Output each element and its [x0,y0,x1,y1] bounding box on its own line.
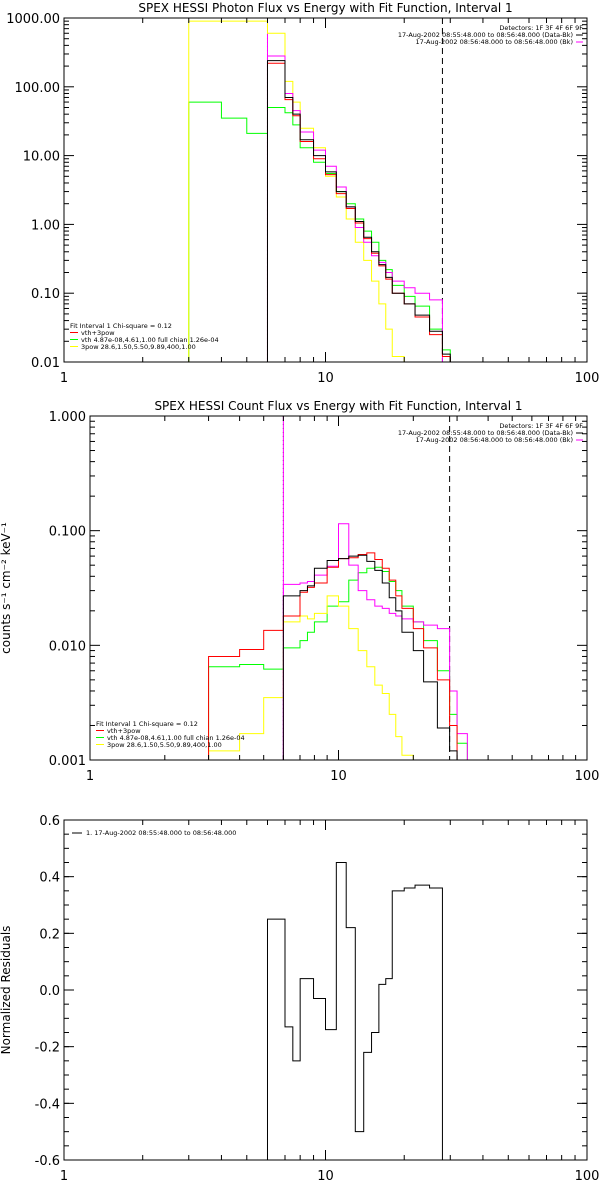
x-tick-label: 1 [60,371,68,386]
y-tick-label: 0.010 [49,639,86,654]
x-tick-label: 1 [60,1169,68,1184]
y-tick-label: -0.6 [35,1154,60,1169]
fit-legend: Fit Interval 1 Chi-square = 0.12vth+3pow… [70,322,219,351]
plot-area [266,862,443,1160]
residuals-legend: 1. 17-Aug-2002 08:55:48.000 to 08:56:48.… [72,829,236,837]
y-tick-label: 0.4 [39,871,60,886]
y-tick-label: 0.100 [49,525,86,540]
series-3-line [266,55,443,362]
fit-legend-header: Fit Interval 1 Chi-square = 0.12 [70,322,172,330]
bk-interval-label: 17-Aug-2002 08:56:48.000 to 08:56:48.000… [416,38,573,46]
legend-label: 1. 17-Aug-2002 08:55:48.000 to 08:56:48.… [86,829,236,837]
x-tick-label: 100 [575,1169,600,1184]
y-tick-label: 1.00 [31,218,60,233]
series-2-line [188,20,405,362]
y-tick-label: 100.00 [15,81,61,96]
data-interval-label: 17-Aug-2002 08:55:48.000 to 08:56:48.000… [398,429,573,437]
plot-frame [63,17,588,363]
y-axis-label: counts s⁻¹ cm⁻² keV⁻¹ [0,522,13,654]
fit-legend-item: vth 4.87e-08,4.61,1.00 full chian 1.26e-… [81,336,219,344]
series-4-line [266,62,451,362]
y-tick-label: -0.2 [35,1041,60,1056]
x-tick-label: 100 [575,371,600,386]
detectors-label: Detectors: 1F 3F 4F 6F 9F [499,422,583,430]
series-1-line [266,862,443,1160]
x-tick-label: 10 [330,769,347,784]
series-5-line [282,554,458,760]
y-tick-label: 0.001 [49,754,86,769]
chart-panel-2: SPEX HESSI Count Flux vs Energy with Fit… [0,399,599,784]
plot-frame [89,415,588,761]
y-axis-label: Normalized Residuals [0,926,13,1055]
chart-title: SPEX HESSI Photon Flux vs Energy with Fi… [138,1,512,15]
y-tick-label: 0.2 [39,927,60,942]
series-3-line [282,523,468,760]
chart-panel-3: Normalized Residuals 1 10 100 -0.6 -0.4 -0.2 0.… [0,814,599,1184]
plot-area [208,416,468,760]
chart-panel-1: SPEX HESSI Photon Flux vs Energy with Fi… [6,1,599,386]
fit-legend-item: vth+3pow [107,727,141,735]
fit-legend-item: vth 4.87e-08,4.61,1.00 full chian 1.26e-… [107,734,245,742]
y-tick-label: -0.4 [35,1097,60,1112]
series-1-line [208,566,468,760]
series-4-line [208,552,458,760]
data-interval-label: 17-Aug-2002 08:55:48.000 to 08:56:48.000… [398,31,573,39]
x-tick-label: 10 [317,371,334,386]
fit-legend-item: vth+3pow [81,329,115,337]
y-tick-label: 0.01 [31,356,60,371]
y-tick-label: 0.6 [39,814,60,829]
y-tick-label: 10.00 [23,150,60,165]
series-1-line [188,101,451,362]
fit-legend-item: 3pow 28.6,1.50,5.50,9.89,400,1.00 [81,343,196,351]
x-tick-label: 1 [86,769,94,784]
plot-area [188,18,451,362]
x-tick-label: 100 [575,769,600,784]
fit-legend-header: Fit Interval 1 Chi-square = 0.12 [96,720,198,728]
y-tick-label: 1000.00 [6,12,60,27]
y-tick-label: 0.10 [31,287,60,302]
series-2-line [208,595,414,760]
series-5-line [266,60,451,362]
fit-legend-item: 3pow 28.6,1.50,5.50,9.89,400,1.00 [107,741,222,749]
fit-legend: Fit Interval 1 Chi-square = 0.12vth+3pow… [96,720,245,749]
y-tick-label: 0.0 [39,984,60,999]
plot-frame [63,819,588,1161]
y-tick-label: 1.000 [49,410,86,425]
detectors-label: Detectors: 1F 3F 4F 6F 9F [499,24,583,32]
chart-title: SPEX HESSI Count Flux vs Energy with Fit… [154,399,522,413]
x-tick-label: 10 [317,1169,334,1184]
bk-interval-label: 17-Aug-2002 08:56:48.000 to 08:56:48.000… [416,436,573,444]
